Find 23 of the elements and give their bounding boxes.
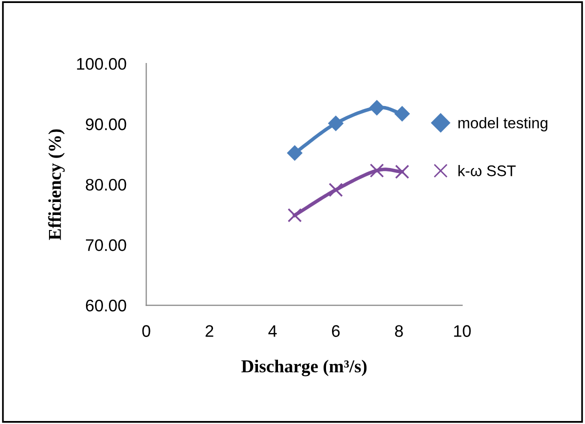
x-axis-title: Discharge (m³/s) xyxy=(241,360,367,376)
x-tick-label: 6 xyxy=(332,325,340,337)
legend-label: model testing xyxy=(458,117,548,132)
point xyxy=(288,208,302,222)
x-tick-label: 0 xyxy=(142,325,150,337)
point xyxy=(328,182,343,197)
point xyxy=(369,100,384,116)
x-tick-label: 4 xyxy=(268,325,277,337)
point xyxy=(287,145,302,161)
y-tick-label: 80.00 xyxy=(86,178,126,191)
y-axis-title: Efficiency (%) xyxy=(48,129,65,240)
point xyxy=(395,164,410,179)
point xyxy=(328,116,344,131)
y-tick-label: 70.00 xyxy=(86,239,126,252)
y-tick-label: 90.00 xyxy=(86,118,126,130)
legend-label: k-ω SST xyxy=(458,164,516,176)
point xyxy=(370,163,384,178)
y-tick-label: 100.00 xyxy=(77,58,126,70)
point xyxy=(394,106,410,122)
x-tick-label: 8 xyxy=(395,325,403,337)
x-tick-label: 10 xyxy=(454,325,471,337)
y-tick-label: 60.00 xyxy=(86,300,126,312)
x-tick-label: 2 xyxy=(206,325,214,337)
